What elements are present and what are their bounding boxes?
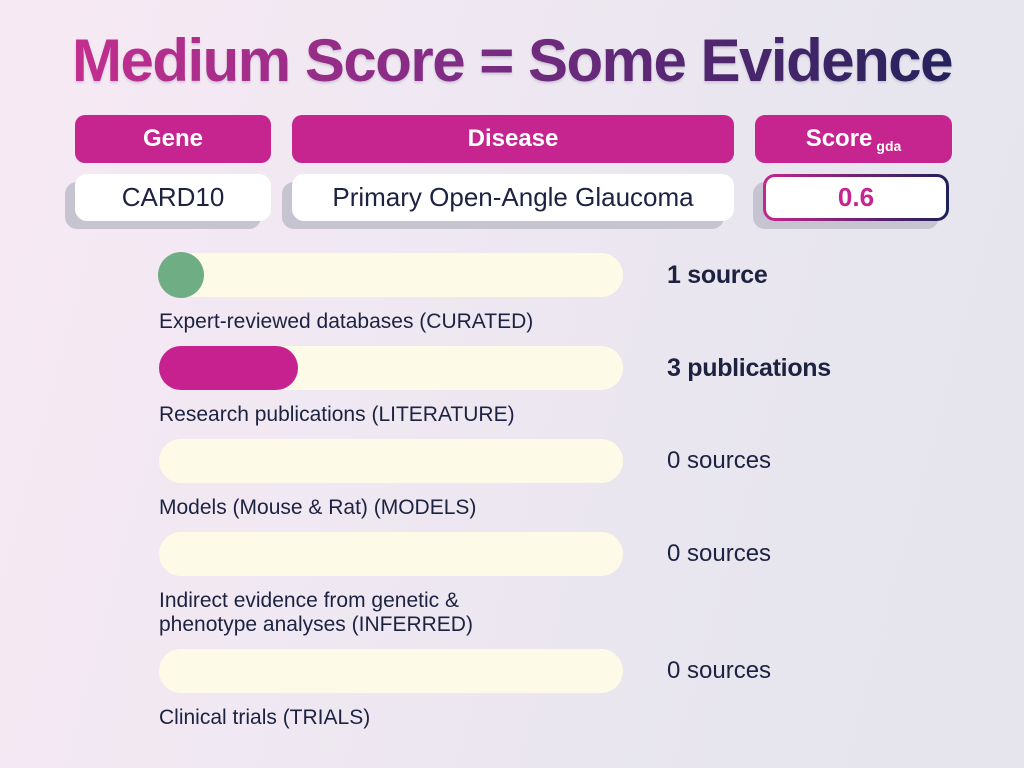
score-header-pill: Score gda bbox=[755, 115, 952, 163]
disease-value: Primary Open-Angle Glaucoma bbox=[332, 182, 694, 212]
score-header-label: Score bbox=[805, 125, 873, 152]
source-count-trials: 0 sources bbox=[667, 657, 772, 684]
page-title: Medium Score = Some Evidence bbox=[0, 26, 1024, 96]
gene-value: CARD10 bbox=[121, 182, 225, 212]
bar-label-literature: Research publications (LITERATURE) bbox=[159, 403, 515, 426]
score-header-subscript: gda bbox=[876, 138, 902, 154]
score-value-box: 0.6 bbox=[763, 174, 949, 221]
bar-line: 1 source bbox=[158, 252, 831, 298]
disease-header-label: Disease bbox=[467, 125, 559, 152]
association-value-row: CARD10 Primary Open-Angle Glaucoma 0.6 bbox=[75, 174, 949, 221]
bar-fill-curated bbox=[158, 252, 204, 298]
evidence-row-inferred: 0 sources Indirect evidence from genetic… bbox=[159, 532, 831, 637]
bar-line: 0 sources bbox=[159, 439, 831, 483]
score-value-inner: 0.6 bbox=[766, 177, 946, 218]
bar-fill-literature bbox=[159, 346, 299, 390]
association-header-row: Gene Disease Score gda bbox=[75, 115, 952, 163]
bar-line: 0 sources bbox=[159, 532, 831, 576]
source-count-curated: 1 source bbox=[667, 260, 768, 289]
bar-track-trials bbox=[159, 649, 623, 693]
source-count-inferred: 0 sources bbox=[667, 540, 772, 567]
evidence-row-models: 0 sources Models (Mouse & Rat) (MODELS) bbox=[159, 439, 831, 520]
evidence-row-trials: 0 sources Clinical trials (TRIALS) bbox=[159, 649, 831, 730]
source-count-literature: 3 publications bbox=[667, 353, 831, 382]
evidence-bar-list: 1 source Expert-reviewed databases (CURA… bbox=[158, 252, 831, 742]
disease-value-box: Primary Open-Angle Glaucoma bbox=[292, 174, 734, 221]
bar-label-curated: Expert-reviewed databases (CURATED) bbox=[159, 310, 534, 333]
gene-header-label: Gene bbox=[142, 125, 204, 152]
gene-value-box: CARD10 bbox=[75, 174, 271, 221]
bar-track-models bbox=[159, 439, 623, 483]
score-value: 0.6 bbox=[837, 182, 875, 212]
bar-line: 0 sources bbox=[159, 649, 831, 693]
bar-label-models: Models (Mouse & Rat) (MODELS) bbox=[159, 496, 477, 519]
bar-track-literature bbox=[159, 346, 623, 390]
evidence-row-curated: 1 source Expert-reviewed databases (CURA… bbox=[158, 252, 831, 334]
bar-label-trials: Clinical trials (TRIALS) bbox=[159, 706, 371, 729]
bar-track-curated bbox=[158, 252, 623, 298]
bar-track-inferred bbox=[159, 532, 623, 576]
source-count-models: 0 sources bbox=[667, 447, 772, 474]
gene-header-pill: Gene bbox=[75, 115, 271, 163]
evidence-row-literature: 3 publications Research publications (LI… bbox=[159, 346, 831, 427]
bar-label-inferred: Indirect evidence from genetic & phenoty… bbox=[159, 589, 473, 636]
bar-line: 3 publications bbox=[159, 346, 831, 390]
disease-header-pill: Disease bbox=[292, 115, 734, 163]
